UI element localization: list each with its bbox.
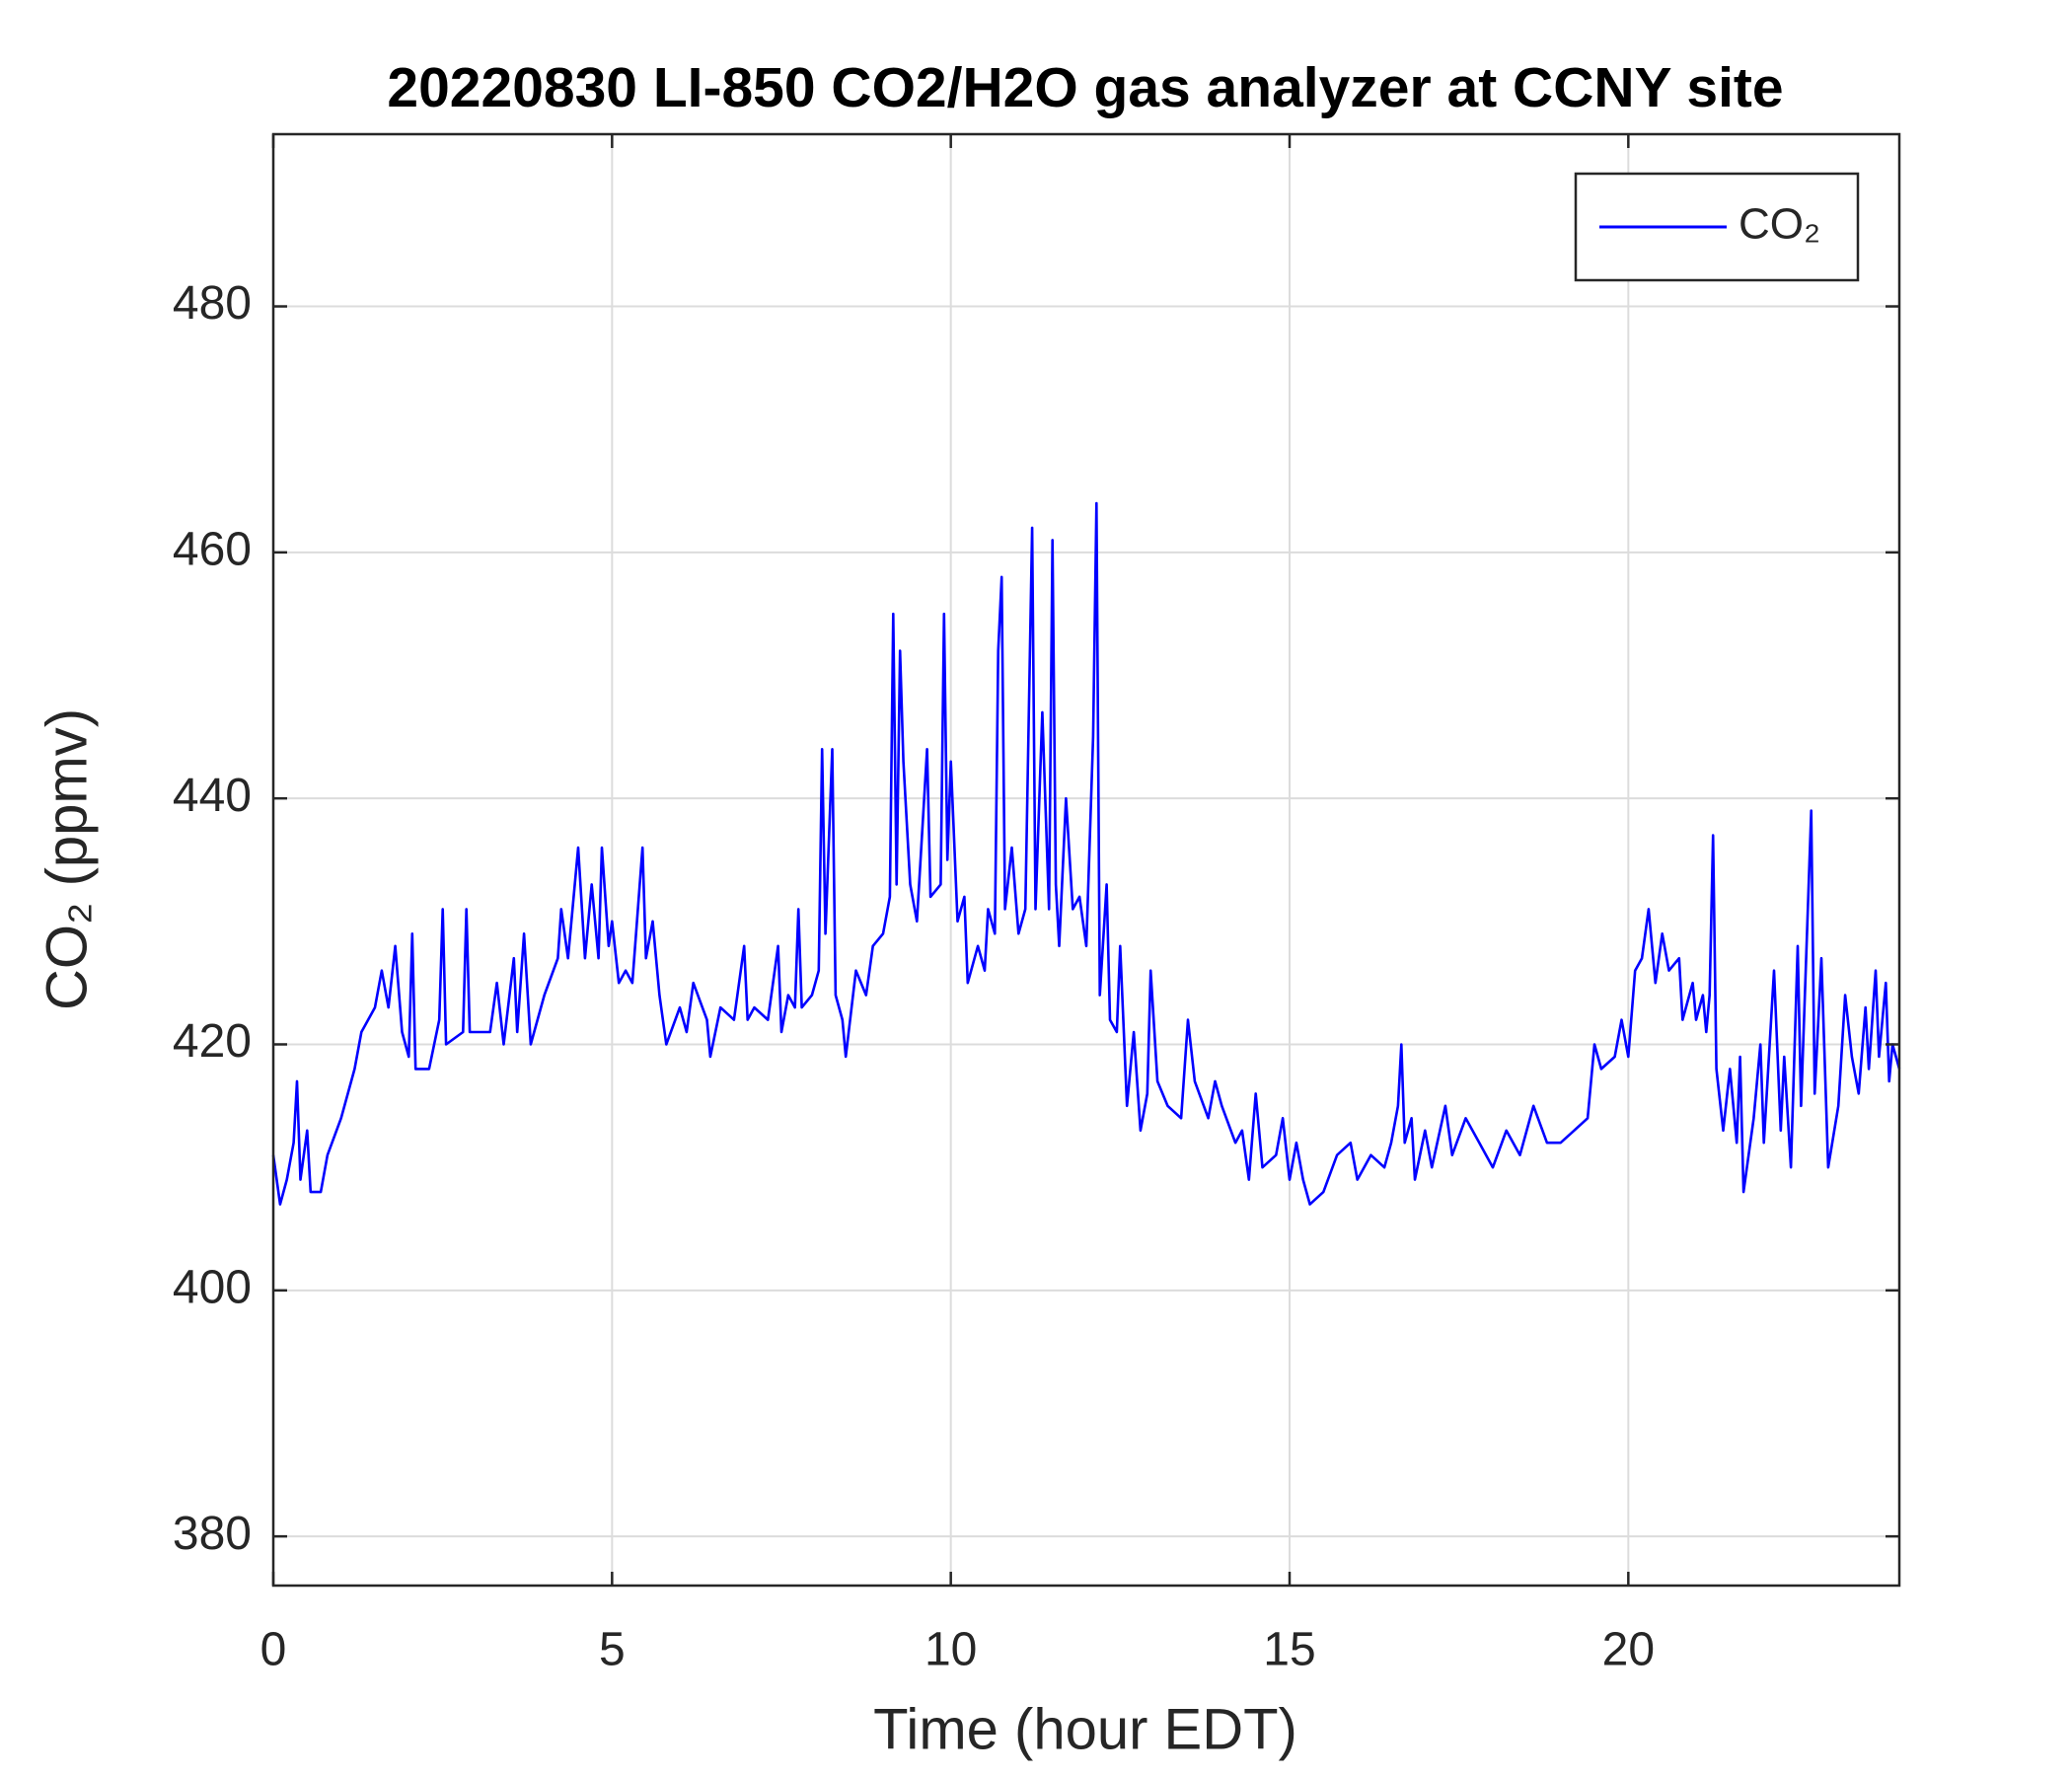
y-tick-label: 440 xyxy=(173,770,252,822)
x-tick-label: 10 xyxy=(925,1624,977,1676)
x-tick-label: 0 xyxy=(260,1624,287,1676)
y-tick-label: 480 xyxy=(173,277,252,330)
grid xyxy=(272,134,1899,1586)
x-axis-label: Time (hour EDT) xyxy=(873,1697,1297,1761)
legend-label: CO₂ xyxy=(1739,200,1820,249)
axes-box xyxy=(271,132,1901,1588)
plot-area xyxy=(271,501,1901,1206)
x-tick-label: 15 xyxy=(1263,1624,1315,1676)
y-tick-label: 420 xyxy=(173,1015,252,1068)
legend: CO₂ xyxy=(1574,172,1860,282)
chart-title: 20220830 LI-850 CO2/H2O gas analyzer at … xyxy=(387,56,1783,119)
y-axis-label: CO₂ (ppmv) xyxy=(35,708,99,1010)
x-tick-label: 20 xyxy=(1602,1624,1655,1676)
y-tick-label: 380 xyxy=(173,1508,252,1560)
x-tick-label: 5 xyxy=(599,1624,626,1676)
data-line xyxy=(271,501,1901,1206)
y-tick-label: 400 xyxy=(173,1261,252,1313)
y-tick-label: 460 xyxy=(173,524,252,576)
